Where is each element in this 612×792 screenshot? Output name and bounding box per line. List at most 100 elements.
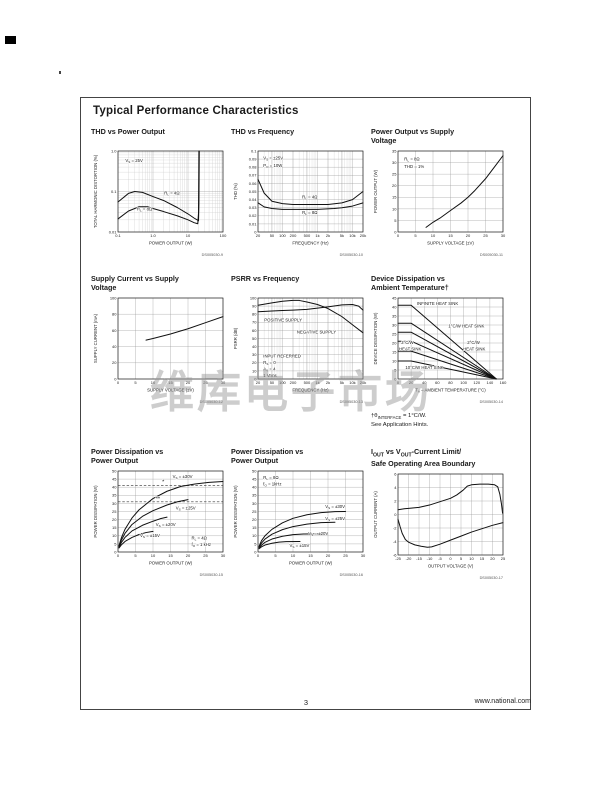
svg-text:15: 15 xyxy=(448,233,453,238)
svg-text:0: 0 xyxy=(394,229,397,234)
psrr-vs-frequency-plot: 20 50 100 200 500 1k 2k 5k 10k 20k 0 10 20 30 40 50 60 70… xyxy=(233,295,366,404)
svg-text:15: 15 xyxy=(252,525,257,530)
svg-text:DEVICE DISSIPATION (W): DEVICE DISSIPATION (W) xyxy=(373,312,378,364)
device-dissipation-vs-ambient-temperature-plot: 0 20 40 60 80 100 120 140 160 0 5 10 15 20 25 30 35 40 45 T… xyxy=(373,295,507,404)
svg-text:140: 140 xyxy=(487,380,494,385)
svg-text:50: 50 xyxy=(270,380,275,385)
svg-text:5k: 5k xyxy=(340,233,344,238)
svg-text:5: 5 xyxy=(414,233,417,238)
device-dissipation-chart: 0 20 40 60 80 100 120 140 160 0 5 10 15 20 25 30 35 40 45 T… xyxy=(371,293,513,412)
svg-text:VS = ±30V: VS = ±30V xyxy=(325,504,345,510)
chart-title-iout-vs-vout-soa: IOUT vs VOUT-Current Limit/Safe Operatin… xyxy=(371,447,476,468)
svg-text:20: 20 xyxy=(186,553,191,558)
svg-text:DS005030-14: DS005030-14 xyxy=(480,400,503,404)
svg-text:0: 0 xyxy=(117,380,120,385)
svg-text:DS005030-16: DS005030-16 xyxy=(340,573,363,577)
svg-text:THD (%): THD (%) xyxy=(233,183,238,200)
svg-text:-10: -10 xyxy=(427,556,434,561)
svg-text:25: 25 xyxy=(483,233,488,238)
chart-cell: Device Dissipation vs Ambient Temperature… xyxy=(371,274,513,429)
svg-text:10: 10 xyxy=(151,553,156,558)
svg-text:0: 0 xyxy=(254,229,257,234)
power-dissipation-4ohm-chart: 0 5 10 15 20 25 30 0 5 10 15 20 25 30 35 40 45 50 POWER OU… xyxy=(91,466,233,585)
svg-text:4: 4 xyxy=(394,485,397,490)
page-title: Typical Performance Characteristics xyxy=(93,105,299,117)
svg-text:30: 30 xyxy=(392,160,397,165)
svg-text:2°C/W: 2°C/W xyxy=(467,340,480,345)
psrr-vs-frequency-chart: 20 50 100 200 500 1k 2k 5k 10k 20k 0 10 20 30 40 50 60 70… xyxy=(231,293,373,412)
svg-text:0.07: 0.07 xyxy=(249,173,258,178)
svg-text:DS005030-15: DS005030-15 xyxy=(200,573,223,577)
svg-text:INPUT REFERRED: INPUT REFERRED xyxy=(263,354,301,359)
svg-text:1 Vrms: 1 Vrms xyxy=(263,373,276,378)
svg-text:1.0: 1.0 xyxy=(150,233,156,238)
power-dissipation-vs-power-output-4ohm-plot: 0 5 10 15 20 25 30 0 5 10 15 20 25 30 35 40 45 50 POWER OU… xyxy=(93,468,226,577)
svg-text:HEAT SINK: HEAT SINK xyxy=(399,346,421,351)
svg-text:0.03: 0.03 xyxy=(249,205,258,210)
svg-text:5: 5 xyxy=(460,556,463,561)
svg-text:40: 40 xyxy=(252,344,257,349)
svg-text:0: 0 xyxy=(397,380,400,385)
svg-text:-6: -6 xyxy=(393,553,397,558)
svg-text:160: 160 xyxy=(500,380,507,385)
svg-text:15: 15 xyxy=(392,195,397,200)
svg-text:-20: -20 xyxy=(406,556,413,561)
svg-text:30: 30 xyxy=(221,553,226,558)
chart-title-psrr-vs-frequency: PSRR vs Frequency xyxy=(231,274,300,283)
chart-title-device-dissipation: Device Dissipation vs Ambient Temperature… xyxy=(371,274,449,292)
svg-text:RL = 4Ω: RL = 4Ω xyxy=(164,191,180,197)
svg-text:5k: 5k xyxy=(340,380,344,385)
svg-text:POWER DISSIPATION (W): POWER DISSIPATION (W) xyxy=(93,485,98,538)
svg-text:35: 35 xyxy=(392,148,397,153)
svg-text:0.04: 0.04 xyxy=(249,197,258,202)
svg-text:VS = ±20V: VS = ±20V xyxy=(156,522,176,528)
chart-title-power-dissipation-4ohm: Power Dissipation vs Power Output xyxy=(91,447,164,465)
svg-text:15: 15 xyxy=(480,556,485,561)
thd-vs-power-output-chart: 0.1 1.0 10 100 0.01 0.1 1.0 POWER OUTPUT (W) TOT… xyxy=(91,146,233,265)
svg-text:100: 100 xyxy=(279,380,286,385)
svg-text:5: 5 xyxy=(254,541,257,546)
svg-text:25: 25 xyxy=(392,172,397,177)
svg-text:60: 60 xyxy=(435,380,440,385)
svg-text:SUPPLY VOLTAGE (±V): SUPPLY VOLTAGE (±V) xyxy=(427,241,474,246)
svg-text:25: 25 xyxy=(343,553,348,558)
svg-text:RS = 0: RS = 0 xyxy=(263,360,276,366)
svg-text:90: 90 xyxy=(252,304,257,309)
thd-vs-frequency-chart: 20 50 100 200 500 1k 2k 5k 10k 20k 0 0.01 0.02 0.03 0.… xyxy=(231,146,373,265)
supply-current-vs-supply-voltage-plot: 0 5 10 15 20 25 30 0 20 40 60 80 100 SUPPLY VOLTAGE (… xyxy=(93,295,226,404)
svg-text:**: ** xyxy=(156,497,161,503)
svg-text:0: 0 xyxy=(257,553,260,558)
svg-text:VS = ±15V: VS = ±15V xyxy=(290,543,310,549)
svg-text:25: 25 xyxy=(392,331,397,336)
svg-text:OUTPUT VOLTAGE (V): OUTPUT VOLTAGE (V) xyxy=(428,564,474,569)
svg-text:0.05: 0.05 xyxy=(249,189,258,194)
chart-cell: THD vs Power Output 0.1 1.0 10 100 0.01 0.1 1.… xyxy=(91,127,233,265)
svg-text:RL = 8Ω: RL = 8Ω xyxy=(137,207,153,213)
svg-text:0.1: 0.1 xyxy=(111,189,117,194)
svg-text:20: 20 xyxy=(326,553,331,558)
svg-text:20: 20 xyxy=(252,517,257,522)
svg-text:NEGATIVE SUPPLY: NEGATIVE SUPPLY xyxy=(297,329,336,334)
svg-text:5: 5 xyxy=(134,380,137,385)
svg-text:20: 20 xyxy=(490,556,495,561)
svg-text:fO = 1kHz: fO = 1kHz xyxy=(263,481,281,487)
svg-text:0: 0 xyxy=(397,233,400,238)
svg-text:20: 20 xyxy=(392,183,397,188)
svg-text:45: 45 xyxy=(252,477,257,482)
svg-text:FREQUENCY (Hz): FREQUENCY (Hz) xyxy=(292,388,329,393)
svg-text:0: 0 xyxy=(394,512,397,517)
svg-text:POWER OUTPUT (W): POWER OUTPUT (W) xyxy=(373,169,378,213)
svg-text:RL = 8Ω: RL = 8Ω xyxy=(263,475,279,481)
svg-text:20: 20 xyxy=(256,380,261,385)
chart-cell: Power Dissipation vs Power Output 0 5 10 15 2… xyxy=(91,447,233,585)
svg-text:50: 50 xyxy=(252,468,257,473)
svg-text:15: 15 xyxy=(112,525,117,530)
svg-text:20: 20 xyxy=(252,360,257,365)
scan-artifact-dot xyxy=(59,71,61,74)
svg-text:60: 60 xyxy=(252,328,257,333)
svg-text:RL = 4Ω: RL = 4Ω xyxy=(192,536,208,542)
svg-text:15: 15 xyxy=(168,553,173,558)
chart-cell: Power Dissipation vs Power Output 0 5 10 15 2… xyxy=(231,447,373,585)
svg-text:100: 100 xyxy=(250,295,257,300)
